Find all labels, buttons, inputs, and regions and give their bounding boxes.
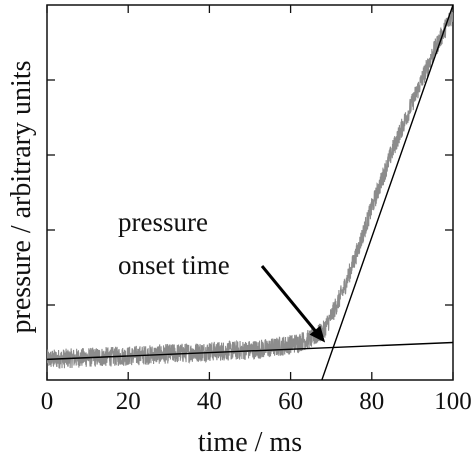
- x-tick-label: 60: [278, 388, 303, 415]
- annotation-line-1: pressure: [118, 207, 208, 237]
- baseline-fit-line: [47, 341, 453, 361]
- x-tick-label: 0: [41, 388, 54, 415]
- x-tick-label: 100: [434, 388, 471, 415]
- rise-fit-line: [321, 5, 453, 380]
- x-axis-label: time / ms: [198, 427, 302, 458]
- series-signal: [47, 9, 453, 369]
- x-tick-labels: 0 20 40 60 80 100: [41, 388, 471, 415]
- plot-area: pressure onset time: [46, 4, 454, 381]
- y-axis-label: pressure / arbitrary units: [6, 61, 37, 334]
- x-tick-label: 80: [359, 388, 384, 415]
- plot-frame: [46, 4, 454, 381]
- annotation-arrow-shaft: [260, 265, 321, 337]
- tick-marks: [46, 5, 454, 380]
- annotation-arrow-head: [309, 325, 326, 343]
- x-tick-label: 20: [116, 388, 141, 415]
- annotation-line-2: onset time: [118, 250, 230, 280]
- x-tick-label: 40: [197, 388, 222, 415]
- series-layer: [47, 5, 453, 380]
- annotation-layer: pressure onset time: [118, 207, 326, 343]
